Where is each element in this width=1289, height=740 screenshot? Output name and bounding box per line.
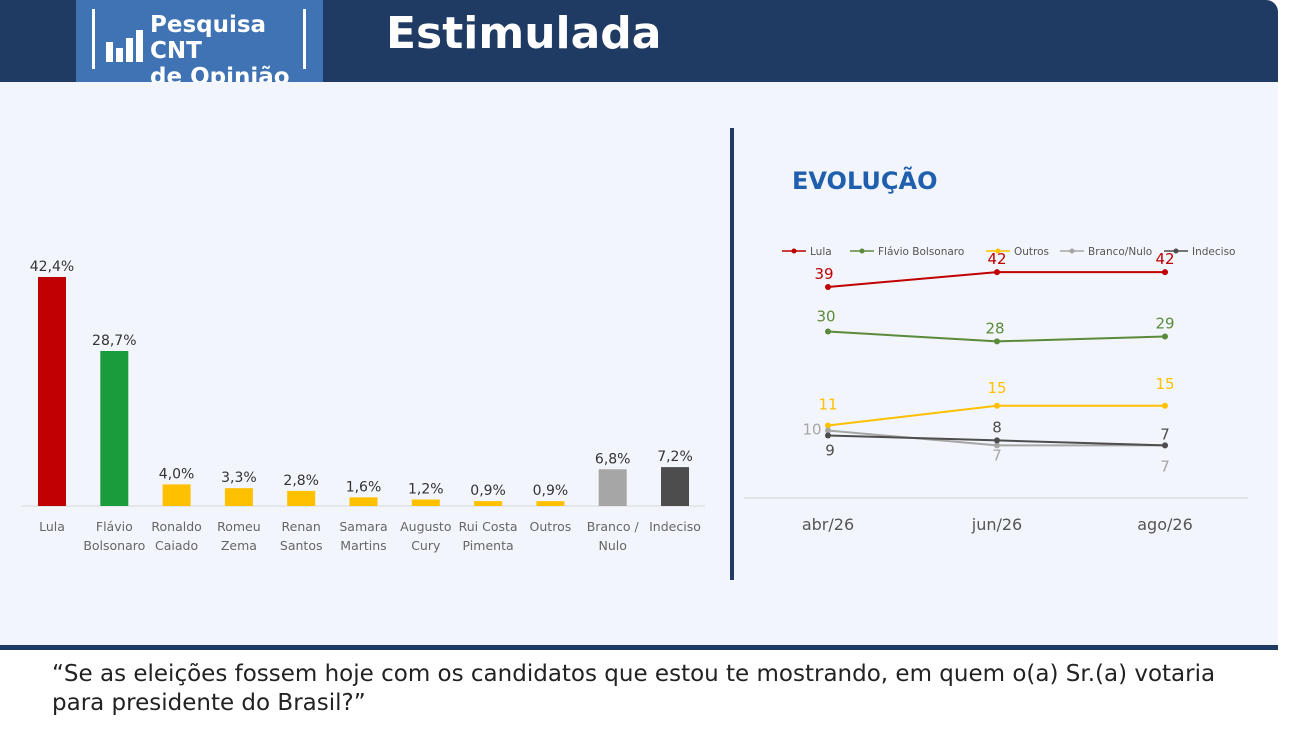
series-data-label: 42 xyxy=(987,250,1006,268)
series-data-label: 11 xyxy=(818,396,837,414)
bar-category-label: Rui Costa xyxy=(459,519,518,534)
bar-value-label: 42,4% xyxy=(30,259,74,275)
bar-value-label: 28,7% xyxy=(92,333,136,349)
bar-category-label: Outros xyxy=(530,519,572,534)
legend-label: Flávio Bolsonaro xyxy=(878,246,964,258)
legend-marker xyxy=(859,248,865,254)
x-tick-label: ago/26 xyxy=(1137,515,1193,534)
bar-category-label: Nulo xyxy=(598,538,626,553)
bar xyxy=(224,488,253,506)
bar-category-label: Augusto xyxy=(400,519,451,534)
series-point xyxy=(825,328,831,335)
bar xyxy=(349,497,378,506)
bar-category-label: Ronaldo xyxy=(151,519,201,534)
series-data-label: 28 xyxy=(985,319,1004,337)
legend-label: Branco/Nulo xyxy=(1088,246,1152,258)
series-point xyxy=(825,432,831,439)
bar-category-label: Branco / xyxy=(587,519,640,534)
series-point xyxy=(825,422,831,429)
survey-question: “Se as eleições fossem hoje com os candi… xyxy=(52,661,1216,716)
series-point xyxy=(994,269,1000,276)
series-data-label: 10 xyxy=(802,421,821,439)
legend-label: Lula xyxy=(810,246,832,258)
bar-category-label: Romeu xyxy=(217,519,261,534)
page-title: Estimulada xyxy=(386,8,662,59)
bar-value-label: 1,2% xyxy=(408,482,444,498)
bar-value-label: 2,8% xyxy=(283,473,319,489)
legend-label: Indeciso xyxy=(1192,246,1235,258)
series-data-label: 29 xyxy=(1155,314,1174,332)
bar-chart-logo-icon xyxy=(106,30,143,62)
panel-divider xyxy=(730,128,734,580)
legend-marker xyxy=(1173,248,1179,254)
series-data-label: 15 xyxy=(1155,375,1174,393)
line-chart-title: EVOLUÇÃO xyxy=(792,166,937,195)
legend-label: Outros xyxy=(1014,246,1049,258)
bar xyxy=(474,501,503,506)
bar-category-label: Zema xyxy=(221,538,257,553)
header-bar: Pesquisa CNT de Opinião Estimulada xyxy=(0,0,1278,90)
legend-marker xyxy=(1069,248,1075,254)
bar-value-label: 0,9% xyxy=(470,483,506,499)
bar-category-label: Samara xyxy=(339,519,387,534)
bar-value-label: 3,3% xyxy=(221,470,257,486)
logo: Pesquisa CNT de Opinião xyxy=(76,0,323,90)
legend-marker xyxy=(791,248,797,254)
series-data-label: 42 xyxy=(1155,250,1174,268)
bar-category-label: Bolsonaro xyxy=(83,538,145,553)
series-point xyxy=(994,338,1000,345)
bar-value-label: 7,2% xyxy=(657,449,693,465)
logo-line1: Pesquisa CNT xyxy=(150,12,267,64)
bar-value-label: 6,8% xyxy=(595,451,631,467)
bar-category-label: Cury xyxy=(411,538,441,553)
bar-category-label: Indeciso xyxy=(649,519,701,534)
bar xyxy=(287,490,316,506)
bar-category-label: Flávio xyxy=(96,519,133,534)
bar xyxy=(536,501,565,506)
bar-category-label: Martins xyxy=(340,538,386,553)
legend-marker xyxy=(995,248,1001,254)
logo-frame xyxy=(92,9,306,69)
series-data-label: 7 xyxy=(1160,425,1170,443)
bar xyxy=(598,469,627,506)
bar-value-label: 4,0% xyxy=(159,466,195,482)
series-point xyxy=(994,402,1000,409)
bottom-rule xyxy=(0,645,1278,650)
series-data-label: 8 xyxy=(992,418,1002,436)
bar xyxy=(100,350,129,506)
series-point xyxy=(1162,442,1168,449)
series-point xyxy=(1162,402,1168,409)
series-data-label: 15 xyxy=(987,379,1006,397)
bar xyxy=(411,499,440,506)
series-point xyxy=(994,442,1000,449)
x-tick-label: abr/26 xyxy=(802,515,854,534)
series-point xyxy=(994,437,1000,444)
series-data-label: 7 xyxy=(1160,457,1170,475)
bar xyxy=(38,277,66,506)
series-data-label: 30 xyxy=(816,308,835,326)
logo-text: Pesquisa CNT de Opinião xyxy=(150,12,323,90)
series-point xyxy=(825,283,831,290)
bar-category-label: Lula xyxy=(39,519,65,534)
series-point xyxy=(1162,269,1168,276)
bar xyxy=(162,484,191,506)
bar-category-label: Santos xyxy=(280,538,323,553)
series-data-label: 7 xyxy=(992,446,1002,464)
bar-category-label: Pimenta xyxy=(463,538,514,553)
series-data-label: 39 xyxy=(814,265,833,283)
series-data-label: 9 xyxy=(825,441,835,459)
bar-value-label: 1,6% xyxy=(346,479,382,495)
bar-value-label: 0,9% xyxy=(533,483,569,499)
bar-chart: 42,4% Lula 28,7% Flávio Bolsonaro 4,0% Ronaldo… xyxy=(22,259,705,553)
bar xyxy=(661,467,689,506)
x-tick-label: jun/26 xyxy=(971,515,1022,534)
bar-category-label: Renan xyxy=(282,519,321,534)
chart-panel xyxy=(0,82,1278,648)
series-point xyxy=(1162,333,1168,340)
bar-category-label: Caiado xyxy=(155,538,198,553)
line-chart: EVOLUÇÃO Lula Flávio Bolsonaro Outros Branco… xyxy=(744,166,1248,534)
series-point xyxy=(825,427,831,434)
